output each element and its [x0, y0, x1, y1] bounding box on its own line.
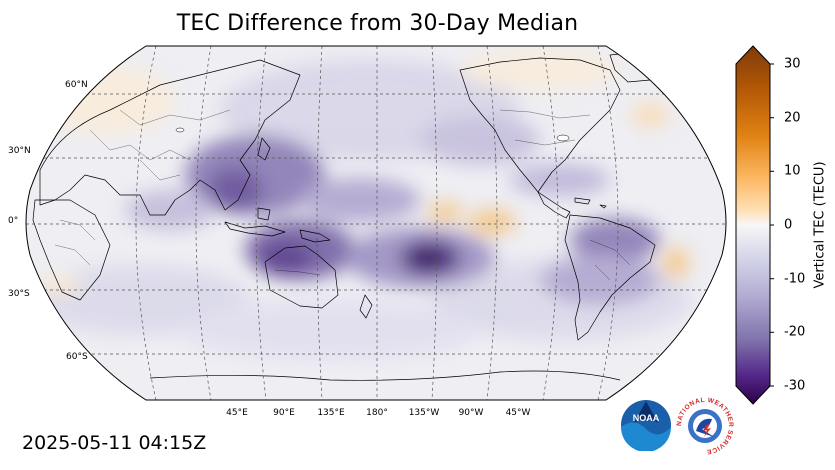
noaa-logo: NOAA [621, 400, 671, 451]
lat-label: 30°S [8, 289, 30, 299]
map-boundary [25, 45, 727, 401]
lat-label: 60°S [66, 352, 88, 362]
colorbar-tick: -20 [784, 324, 806, 340]
lon-label: 45°W [505, 408, 531, 418]
colorbar-tick: -30 [784, 378, 806, 394]
colorbar-tick: 20 [784, 110, 801, 126]
colorbar-label: Vertical TEC (TECU) [812, 161, 828, 289]
nws-logo: NATIONAL WEATHER SERVICE [676, 397, 734, 455]
lon-label: 45°E [226, 408, 248, 418]
lon-label: 135°E [317, 408, 345, 418]
lat-label: 60°N [65, 80, 88, 90]
colorbar-tick: -10 [784, 271, 806, 287]
lat-label: 30°N [8, 146, 31, 156]
chart-title: TEC Difference from 30-Day Median [176, 11, 579, 36]
colorbar-tick: 30 [784, 56, 801, 72]
colorbar-tick: 0 [784, 217, 793, 233]
lon-label: 90°W [458, 408, 484, 418]
colorbar-tick: 10 [784, 163, 801, 179]
colorbar [730, 44, 780, 406]
lat-label: 0° [8, 216, 19, 226]
noaa-text: NOAA [633, 413, 660, 423]
lon-label: 90°E [273, 408, 295, 418]
lon-label: 180° [366, 408, 388, 418]
timestamp: 2025-05-11 04:15Z [22, 432, 207, 454]
lon-label: 135°W [408, 408, 440, 418]
